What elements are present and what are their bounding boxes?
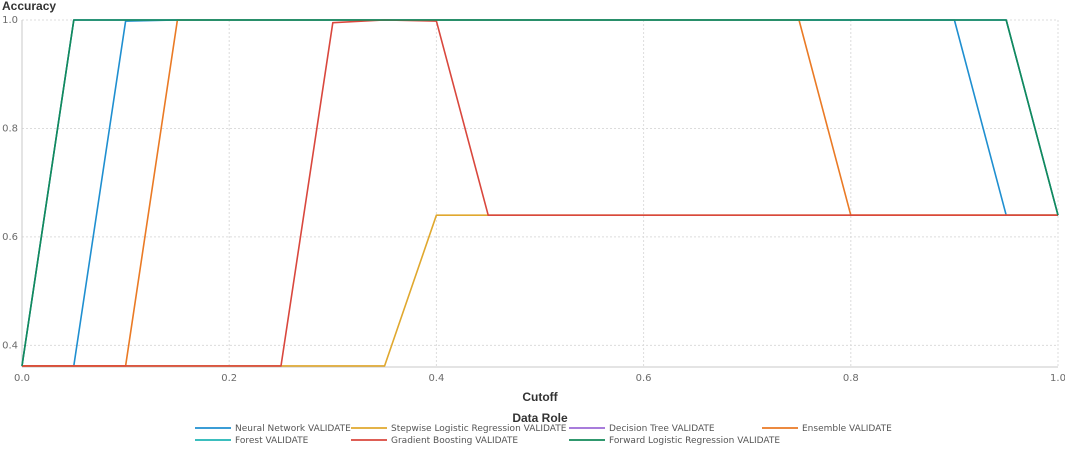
x-tick-label: 0.0 bbox=[14, 373, 30, 384]
legend-label: Forest VALIDATE bbox=[235, 436, 309, 446]
legend-item-decision-tree-validate[interactable]: Decision Tree VALIDATE bbox=[569, 424, 715, 434]
x-tick-label: 0.6 bbox=[636, 373, 652, 384]
grid-layer bbox=[21, 19, 1059, 367]
legend-item-gradient-boosting-validate[interactable]: Gradient Boosting VALIDATE bbox=[351, 436, 518, 446]
x-tick-label: 0.2 bbox=[221, 373, 237, 384]
legend-item-stepwise-logistic-regression-validate[interactable]: Stepwise Logistic Regression VALIDATE bbox=[351, 424, 567, 434]
y-axis-title: Accuracy bbox=[2, 0, 56, 13]
series-layer bbox=[21, 19, 1059, 367]
legend-label: Gradient Boosting VALIDATE bbox=[391, 436, 518, 446]
legend-item-ensemble-validate[interactable]: Ensemble VALIDATE bbox=[762, 424, 892, 434]
y-tick-label: 0.6 bbox=[2, 232, 18, 243]
x-axis-title: Cutoff bbox=[522, 390, 558, 404]
series-line-gradient-boosting-validate[interactable] bbox=[22, 19, 1058, 367]
legend-label: Stepwise Logistic Regression VALIDATE bbox=[391, 424, 567, 434]
series-line-neural-network-validate[interactable] bbox=[22, 19, 1058, 367]
legend-item-forest-validate[interactable]: Forest VALIDATE bbox=[195, 436, 309, 446]
legend-label: Decision Tree VALIDATE bbox=[609, 424, 715, 434]
legend-title: Data Role bbox=[512, 411, 568, 425]
series-line-stepwise-logistic-regression-validate[interactable] bbox=[22, 214, 1058, 367]
x-tick-label: 0.8 bbox=[843, 373, 859, 384]
axis-layer: 0.0 0.2 0.4 0.6 0.8 1.0 0.4 0.6 0.8 1.0 bbox=[2, 15, 1065, 384]
legend-label: Forward Logistic Regression VALIDATE bbox=[609, 436, 780, 446]
legend-label: Ensemble VALIDATE bbox=[802, 424, 892, 434]
series-line-forward-logistic-regression-validate[interactable] bbox=[21, 19, 1059, 367]
legend-item-forward-logistic-regression-validate[interactable]: Forward Logistic Regression VALIDATE bbox=[569, 436, 780, 446]
series-line-decision-tree-validate[interactable] bbox=[21, 19, 1059, 367]
series-line-ensemble-validate[interactable] bbox=[22, 19, 1058, 367]
legend-item-neural-network-validate[interactable]: Neural Network VALIDATE bbox=[195, 424, 351, 434]
legend-label: Neural Network VALIDATE bbox=[235, 424, 351, 434]
legend: Neural Network VALIDATE Stepwise Logistic… bbox=[195, 424, 892, 446]
y-tick-label: 1.0 bbox=[2, 15, 18, 26]
x-tick-label: 1.0 bbox=[1050, 373, 1065, 384]
y-tick-label: 0.4 bbox=[2, 340, 18, 351]
series-line-forest-validate[interactable] bbox=[21, 19, 1059, 367]
x-tick-label: 0.4 bbox=[428, 373, 444, 384]
y-tick-label: 0.8 bbox=[2, 123, 18, 134]
